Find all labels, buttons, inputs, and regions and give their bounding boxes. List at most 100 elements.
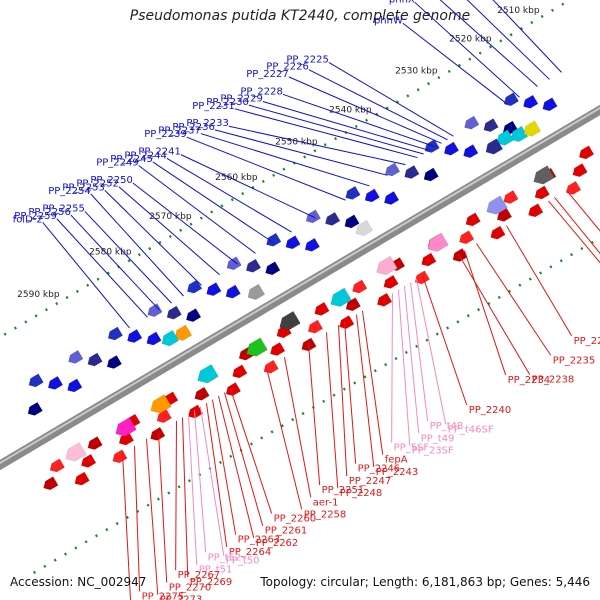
reverse-gene-label[interactable]: PP_2273 bbox=[160, 595, 203, 600]
reverse-gene-leader bbox=[157, 431, 168, 583]
forward-gene-label[interactable]: PP_2250 bbox=[90, 175, 133, 186]
forward-gene-feature bbox=[464, 115, 480, 130]
reverse-feature-box bbox=[330, 287, 352, 307]
rna-gene-label[interactable]: PP_t46SF bbox=[448, 424, 494, 435]
forward-gene-feature bbox=[206, 282, 222, 297]
forward-gene-label[interactable]: PP_2230 bbox=[206, 97, 249, 108]
reverse-gene-label[interactable]: PP_2261 bbox=[265, 526, 308, 537]
forward-gene-label[interactable]: PP_2228 bbox=[240, 86, 283, 97]
reverse-gene-label[interactable]: PP_2234 bbox=[508, 375, 551, 386]
forward-gene-label[interactable]: phnX bbox=[389, 0, 415, 5]
rna-gene-label[interactable]: PP_23SF bbox=[412, 446, 454, 457]
forward-gene-leader bbox=[90, 193, 184, 297]
forward-gene-label[interactable]: PP_2227 bbox=[246, 69, 289, 80]
reverse-gene-label[interactable]: PP_2240 bbox=[469, 405, 512, 416]
forward-gene-leader bbox=[200, 133, 370, 187]
reverse-gene-label[interactable]: PP_2232 bbox=[574, 336, 600, 347]
reverse-gene-label[interactable]: PP_2263 bbox=[238, 535, 281, 546]
forward-gene-label[interactable]: PP_2241 bbox=[138, 147, 181, 158]
rna-gene-label[interactable]: PP_t49 bbox=[421, 433, 455, 444]
forward-gene-label[interactable]: PP_2255 bbox=[42, 203, 85, 214]
forward-gene-label[interactable]: PP_2245 bbox=[110, 154, 153, 165]
forward-gene-label[interactable]: PP_2253 bbox=[62, 182, 105, 193]
reverse-gene-label[interactable]: PP_2270 bbox=[169, 582, 212, 593]
forward-gene-leader bbox=[70, 214, 160, 311]
forward-gene-label[interactable]: PP_2237 bbox=[158, 126, 201, 137]
reverse-gene-label[interactable]: PP_2235 bbox=[553, 355, 596, 366]
forward-gene-label[interactable]: folD-2 bbox=[13, 214, 43, 225]
reverse-gene-label[interactable]: PP_2269 bbox=[190, 577, 233, 588]
forward-feature-box bbox=[174, 324, 193, 341]
forward-gene-leader bbox=[84, 211, 172, 304]
reverse-gene-label[interactable]: PP_2251 bbox=[322, 485, 365, 496]
forward-gene-label[interactable]: PP_2233 bbox=[186, 118, 229, 129]
reverse-gene-label[interactable]: PP_2247 bbox=[349, 476, 392, 487]
reverse-feature-box bbox=[115, 417, 137, 437]
forward-gene-label[interactable]: PP_2236 bbox=[172, 122, 215, 133]
reverse-gene-label[interactable]: PP_2262 bbox=[256, 538, 299, 549]
reverse-gene-leader bbox=[476, 243, 552, 356]
forward-gene-label[interactable]: PP_2249 bbox=[96, 158, 139, 169]
reverse-gene-label[interactable]: PP_2260 bbox=[274, 513, 317, 524]
reverse-gene-leader bbox=[464, 250, 507, 376]
forward-gene-feature bbox=[27, 401, 43, 416]
reverse-gene-feature bbox=[194, 386, 210, 401]
forward-gene-label[interactable]: phnW bbox=[374, 15, 403, 26]
forward-gene-label[interactable]: PP_2225 bbox=[286, 54, 329, 65]
reverse-gene-leader bbox=[337, 325, 348, 477]
forward-gene-feature bbox=[304, 237, 321, 252]
forward-gene-label[interactable]: PP_2239 bbox=[144, 129, 187, 140]
reverse-gene-feature bbox=[421, 252, 437, 267]
reverse-gene-label[interactable]: PP_2246 bbox=[358, 464, 401, 475]
forward-gene-feature bbox=[542, 97, 558, 112]
forward-gene-leader bbox=[328, 62, 454, 137]
reverse-feature-box bbox=[150, 394, 172, 414]
reverse-gene-feature bbox=[414, 270, 431, 285]
reverse-gene-leader bbox=[187, 413, 198, 565]
reverse-gene-feature bbox=[528, 203, 544, 218]
forward-gene-leader bbox=[132, 182, 238, 265]
forward-gene-label[interactable]: PP_2256 bbox=[28, 207, 71, 218]
reverse-gene-label[interactable]: PP_2238 bbox=[532, 375, 575, 386]
reverse-gene-label[interactable]: fepA bbox=[385, 455, 408, 466]
forward-gene-feature bbox=[325, 211, 341, 226]
forward-gene-label[interactable]: PP_2229 bbox=[220, 93, 263, 104]
genome-summary: Topology: circular; Length: 6,181,863 bp… bbox=[260, 575, 590, 589]
rna-gene-label[interactable]: PP_t50 bbox=[226, 556, 260, 567]
reverse-feature-box bbox=[279, 310, 301, 331]
reverse-gene-leader bbox=[325, 332, 339, 489]
reverse-gene-label[interactable]: PP_2248 bbox=[340, 488, 383, 499]
rna-gene-label[interactable]: PP_5SF bbox=[394, 442, 430, 453]
reverse-gene-label[interactable]: PP_2243 bbox=[376, 467, 419, 478]
forward-gene-label[interactable]: PP_2259 bbox=[14, 211, 57, 222]
scale-label: 2550 kbp bbox=[275, 137, 318, 147]
forward-gene-label[interactable]: PP_2231 bbox=[192, 101, 235, 112]
forward-gene-label[interactable]: PP_2244 bbox=[124, 150, 167, 161]
rna-gene-label[interactable]: PP_t48 bbox=[430, 421, 464, 432]
forward-gene-label[interactable]: PP_2252 bbox=[76, 179, 119, 190]
forward-gene-feature bbox=[523, 94, 539, 109]
reverse-gene-label[interactable]: PP_2267 bbox=[178, 570, 221, 581]
forward-gene-feature bbox=[265, 261, 281, 276]
reverse-gene-label[interactable]: aer-1 bbox=[313, 497, 339, 508]
scale-label: 2580 kbp bbox=[89, 247, 132, 257]
forward-gene-feature bbox=[68, 349, 84, 364]
forward-gene-leader bbox=[166, 157, 292, 233]
genome-title: Pseudomonas putida KT2440, complete geno… bbox=[129, 8, 471, 24]
reverse-gene-leader bbox=[193, 410, 207, 553]
reverse-gene-leader bbox=[175, 421, 177, 571]
forward-gene-feature bbox=[28, 373, 44, 388]
reverse-gene-label[interactable]: PP_2258 bbox=[304, 510, 347, 521]
reverse-gene-leader bbox=[181, 417, 189, 578]
rna-gene-label[interactable]: PP_t51 bbox=[199, 565, 233, 576]
rna-gene-label[interactable]: PP_t52 bbox=[208, 552, 242, 563]
reverse-gene-leader bbox=[548, 200, 600, 264]
forward-gene-feature bbox=[225, 284, 241, 299]
reverse-gene-label[interactable]: PP_2264 bbox=[229, 547, 272, 558]
reverse-gene-leader bbox=[355, 314, 375, 467]
forward-gene-label[interactable]: PP_2254 bbox=[48, 186, 91, 197]
reverse-gene-leader bbox=[422, 275, 468, 406]
reverse-gene-label[interactable]: PP_2275 bbox=[142, 592, 185, 600]
forward-gene-feature bbox=[463, 144, 479, 158]
forward-gene-label[interactable]: PP_2226 bbox=[266, 62, 309, 73]
